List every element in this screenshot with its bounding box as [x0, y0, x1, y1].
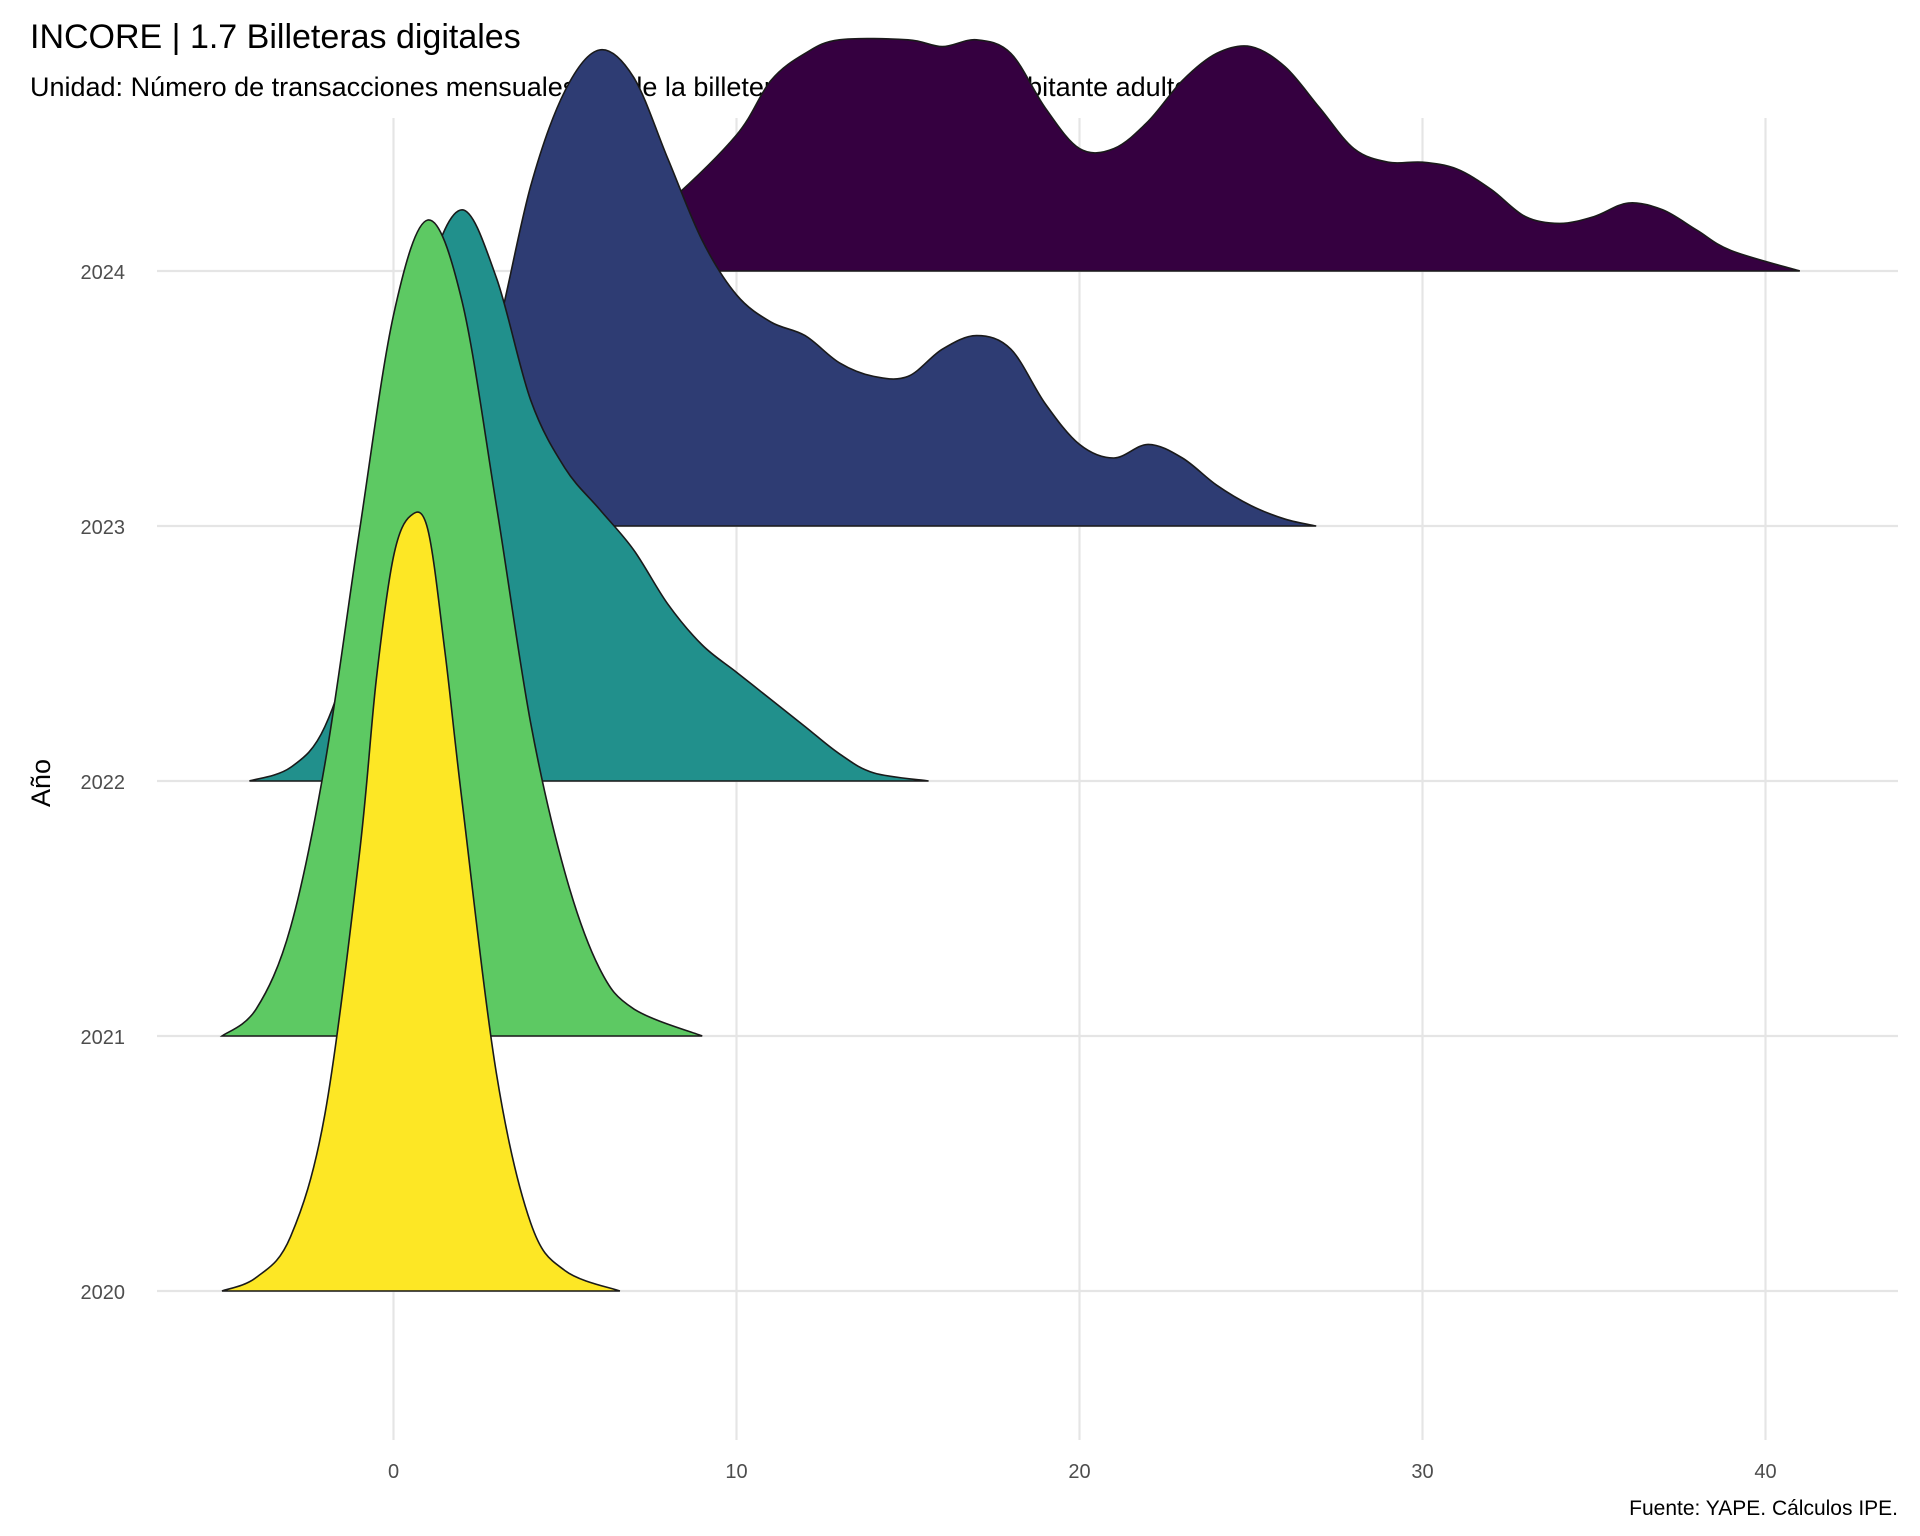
- chart-title: INCORE | 1.7 Billeteras digitales: [30, 18, 521, 56]
- x-tick-label-30: 30: [1411, 1461, 1433, 1483]
- ridge-2020: [221, 511, 621, 1292]
- y-tick-label-2024: 2024: [81, 262, 126, 284]
- x-tick-label-10: 10: [725, 1461, 747, 1483]
- ridges: [219, 37, 1801, 1292]
- chart-caption: Fuente: YAPE. Cálculos IPE.: [1629, 1497, 1898, 1520]
- x-axis-ticks: 0 10 20 30 40: [388, 1461, 1777, 1483]
- x-tick-label-40: 40: [1754, 1461, 1776, 1483]
- x-tick-label-20: 20: [1068, 1461, 1090, 1483]
- y-axis-label: Año: [26, 759, 56, 807]
- ridge-2024: [540, 37, 1801, 272]
- y-tick-label-2021: 2021: [81, 1027, 126, 1049]
- y-axis-ticks: 2020 2021 2022 2023 2024: [81, 262, 126, 1304]
- ridge-2021: [219, 219, 703, 1037]
- ridge-2023: [365, 48, 1317, 527]
- y-tick-label-2022: 2022: [81, 772, 126, 794]
- y-tick-label-2023: 2023: [81, 517, 126, 539]
- y-tick-label-2020: 2020: [81, 1282, 126, 1304]
- x-tick-label-0: 0: [388, 1461, 399, 1483]
